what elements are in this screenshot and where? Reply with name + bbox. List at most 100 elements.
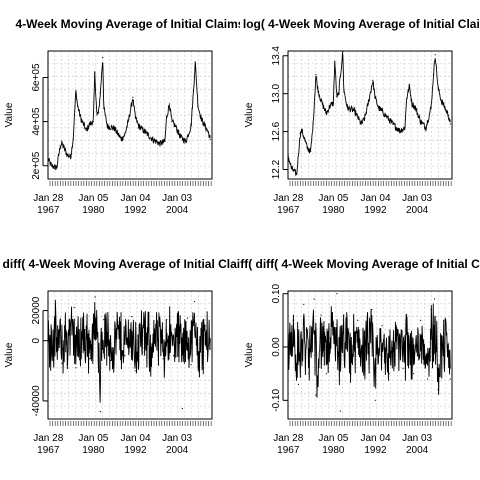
data-point bbox=[106, 125, 108, 127]
data-point bbox=[339, 410, 341, 412]
data-point bbox=[127, 121, 129, 123]
data-point bbox=[110, 359, 112, 361]
data-point bbox=[343, 314, 345, 316]
data-point bbox=[411, 102, 413, 104]
data-point bbox=[124, 355, 126, 357]
data-point bbox=[166, 319, 168, 321]
data-point bbox=[209, 347, 211, 349]
data-point bbox=[315, 394, 317, 396]
data-point bbox=[141, 325, 143, 327]
data-point bbox=[332, 102, 334, 104]
data-point bbox=[113, 127, 115, 129]
data-point bbox=[430, 107, 432, 109]
data-point bbox=[186, 317, 189, 319]
x-minor-ticks bbox=[289, 181, 452, 186]
data-point bbox=[336, 293, 338, 295]
plot-frame bbox=[287, 290, 453, 420]
data-point bbox=[192, 90, 195, 92]
data-point bbox=[97, 112, 100, 114]
data-point bbox=[148, 356, 150, 358]
y-axis-label: Value bbox=[244, 342, 255, 367]
data-point bbox=[297, 383, 300, 385]
data-point bbox=[339, 76, 341, 78]
data-point bbox=[134, 116, 136, 118]
chart-panel-1: 4-Week Moving Average of Initial Claims J… bbox=[4, 17, 245, 216]
data-point bbox=[209, 138, 211, 140]
data-point bbox=[70, 156, 72, 158]
data-point bbox=[425, 127, 427, 129]
data-point bbox=[103, 319, 105, 321]
x-tick-label: 2004 bbox=[166, 445, 189, 456]
data-point bbox=[433, 298, 436, 300]
data-point bbox=[449, 123, 451, 125]
data-point bbox=[414, 107, 416, 109]
data-point bbox=[419, 120, 422, 122]
data-point bbox=[61, 143, 63, 145]
data-point bbox=[444, 107, 446, 109]
data-point bbox=[404, 127, 406, 129]
x-tick-label: Jan 04 bbox=[120, 433, 150, 444]
data-point bbox=[372, 79, 374, 81]
data-point bbox=[103, 107, 105, 109]
data-point bbox=[299, 132, 301, 135]
y-axis-label: Value bbox=[244, 102, 255, 127]
data-point bbox=[406, 97, 408, 100]
data-point bbox=[138, 125, 140, 127]
data-point bbox=[353, 110, 355, 112]
data-point bbox=[381, 325, 383, 327]
data-point bbox=[437, 389, 439, 391]
x-tick-label: 2004 bbox=[406, 445, 429, 456]
data-point bbox=[131, 316, 133, 318]
x-tick-label: 1967 bbox=[277, 445, 300, 456]
data-point bbox=[413, 373, 415, 375]
data-point bbox=[124, 134, 126, 136]
chart-panel-4: diff( diff( 4-Week Moving Average of Ini… bbox=[240, 257, 480, 456]
y-axis-label: Value bbox=[4, 342, 15, 367]
data-point bbox=[292, 319, 294, 321]
x-tick-label: 1992 bbox=[124, 445, 147, 456]
data-point bbox=[54, 326, 56, 328]
x-tick-label: Jan 03 bbox=[402, 193, 432, 204]
series-line bbox=[47, 299, 211, 403]
data-point bbox=[313, 298, 315, 300]
chart-title: 4-Week Moving Average of Initial Claims bbox=[16, 17, 245, 31]
x-tick-label: Jan 03 bbox=[162, 433, 192, 444]
data-point bbox=[68, 320, 70, 322]
data-point bbox=[77, 105, 79, 107]
x-tick-label: 1992 bbox=[364, 205, 387, 216]
data-point bbox=[102, 57, 104, 59]
x-tick-label: Jan 04 bbox=[360, 433, 390, 444]
data-point bbox=[306, 147, 308, 149]
data-point bbox=[56, 167, 58, 169]
y-tick-label: 6e+05 bbox=[31, 63, 42, 92]
plot-frame bbox=[47, 50, 213, 180]
data-point bbox=[89, 358, 91, 360]
data-point bbox=[329, 105, 331, 107]
data-point bbox=[194, 61, 196, 63]
data-point bbox=[434, 54, 436, 56]
data-point bbox=[117, 322, 119, 324]
x-tick-label: Jan 05 bbox=[318, 193, 348, 204]
series-line bbox=[47, 61, 211, 171]
x-tick-label: Jan 28 bbox=[273, 433, 303, 444]
data-point bbox=[207, 132, 210, 134]
x-tick-label: 1967 bbox=[37, 445, 60, 456]
data-point bbox=[371, 85, 373, 87]
data-point bbox=[331, 325, 333, 327]
data-point bbox=[145, 132, 147, 134]
data-point bbox=[399, 130, 401, 132]
chart-title: log( 4-Week Moving Average of Initial Cl… bbox=[243, 17, 480, 31]
data-point bbox=[85, 129, 87, 132]
chart-panel-2: log( 4-Week Moving Average of Initial Cl… bbox=[243, 17, 480, 216]
x-minor-ticks bbox=[289, 421, 452, 426]
y-tick-label: 0.10 bbox=[271, 283, 282, 303]
data-point bbox=[92, 325, 94, 327]
data-point bbox=[290, 167, 293, 170]
data-point bbox=[337, 94, 340, 96]
x-tick-label: 1980 bbox=[322, 205, 345, 216]
y-tick-label: -40000 bbox=[31, 385, 42, 417]
data-point bbox=[173, 355, 175, 357]
data-point bbox=[320, 314, 322, 316]
y-tick-label: -0.10 bbox=[271, 389, 282, 412]
data-point bbox=[50, 165, 53, 167]
